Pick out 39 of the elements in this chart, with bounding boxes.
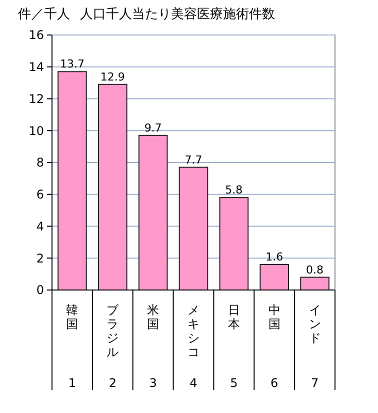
text: 7 bbox=[310, 376, 319, 390]
y-tick-label: 14 bbox=[28, 60, 44, 74]
y-tick-label: 8 bbox=[36, 156, 44, 170]
chart-title: 人口千人当たり美容医療施術件数 bbox=[80, 6, 275, 22]
bar bbox=[58, 71, 87, 290]
text: 1 bbox=[68, 376, 76, 390]
text: 5 bbox=[230, 376, 238, 390]
y-tick-label: 0 bbox=[36, 283, 44, 298]
data-label: 0.8 bbox=[306, 263, 324, 276]
x-tick-label: ブラジル bbox=[106, 303, 120, 359]
y-axis-title: 件／千人 bbox=[18, 7, 70, 22]
x-tick-label: 中国 bbox=[268, 303, 280, 331]
bar bbox=[219, 197, 249, 290]
bar bbox=[178, 166, 208, 290]
y-tick-label: 6 bbox=[36, 188, 44, 202]
data-label: 1.6 bbox=[266, 250, 284, 264]
text: 3 bbox=[149, 376, 157, 390]
data-label: 13.7 bbox=[60, 58, 84, 71]
data-label: 12.9 bbox=[100, 70, 125, 84]
bar bbox=[98, 84, 128, 290]
y-tick-label: 2 bbox=[36, 251, 44, 266]
x-tick-label: 日本 bbox=[228, 303, 240, 331]
y-tick-label: 10 bbox=[28, 124, 44, 138]
y-tick-label: 12 bbox=[28, 92, 44, 106]
y-tick-label: 16 bbox=[28, 28, 44, 42]
x-tick-label: 米国 bbox=[147, 303, 160, 331]
bar bbox=[300, 276, 330, 290]
bar bbox=[260, 264, 290, 290]
text: 2 bbox=[108, 376, 116, 390]
x-tick-label: 韓国 bbox=[66, 303, 78, 331]
data-label: 5.8 bbox=[225, 184, 243, 197]
y-tick-label: 4 bbox=[36, 219, 44, 234]
data-label: 7.7 bbox=[184, 153, 202, 166]
bar bbox=[138, 134, 168, 290]
x-tick-label: メキシコ bbox=[188, 303, 200, 359]
data-label: 9.7 bbox=[144, 121, 162, 134]
x-tick-label: インド bbox=[308, 303, 321, 345]
text: 4 bbox=[190, 376, 198, 390]
text: 6 bbox=[270, 376, 278, 390]
